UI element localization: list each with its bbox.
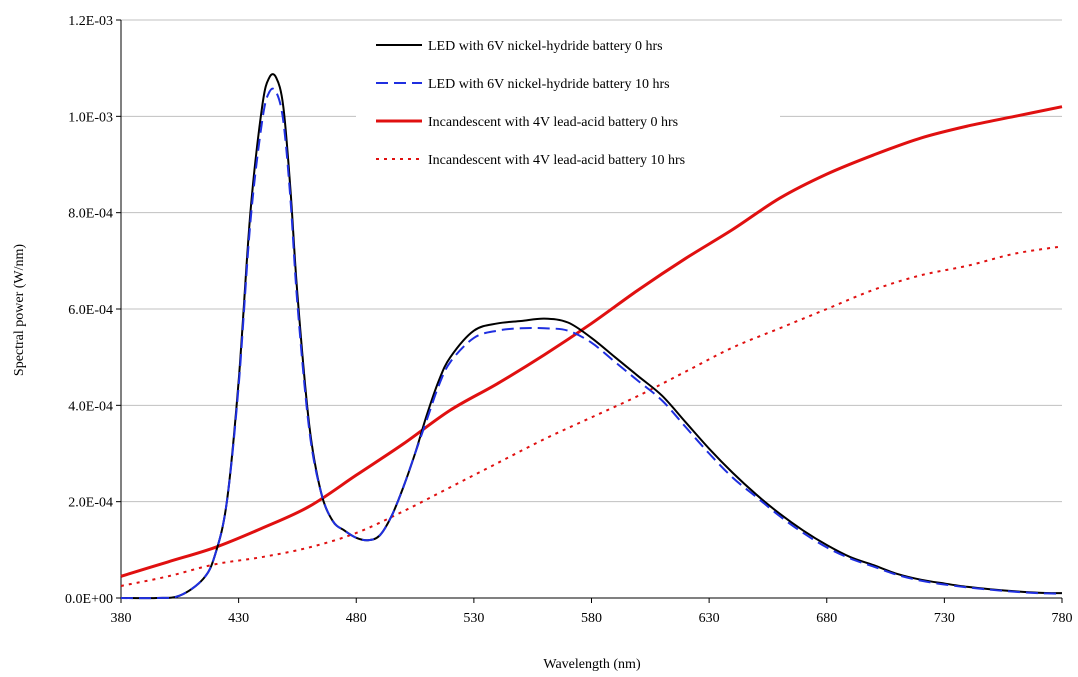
series-line-3 (120, 105, 1063, 578)
x-tick-label: 780 (1052, 611, 1073, 626)
y-tick-label: 8.0E-04 (68, 207, 113, 222)
x-tick-label: 430 (228, 611, 249, 626)
legend: LED with 6V nickel-hydride battery 0 hrs… (356, 28, 780, 180)
x-tick-label: 480 (346, 611, 367, 626)
legend-label-1: LED with 6V nickel-hydride battery 0 hrs (428, 39, 663, 54)
y-tick-label: 2.0E-04 (68, 496, 113, 511)
y-tick-label: 4.0E-04 (68, 399, 113, 414)
x-tick-label: 580 (581, 611, 602, 626)
series-line-1 (120, 73, 1063, 600)
y-tick-label: 6.0E-04 (68, 303, 113, 318)
x-tick-label: 530 (463, 611, 484, 626)
gridlines (121, 19, 1062, 503)
y-axis-title: Spectral power (W/nm) (12, 244, 27, 377)
legend-box (356, 28, 780, 180)
series-line-4 (120, 245, 1063, 587)
y-tick-label: 1.0E-03 (68, 110, 113, 125)
y-tick-label: 0.0E+00 (65, 592, 113, 607)
legend-label-4: Incandescent with 4V lead-acid battery 1… (428, 153, 685, 168)
x-tick-label: 680 (816, 611, 837, 626)
x-tick-label: 380 (111, 611, 132, 626)
y-tick-label: 1.2E-03 (68, 14, 113, 29)
x-tick-label: 630 (699, 611, 720, 626)
data-series (120, 73, 1063, 600)
x-axis-title: Wavelength (nm) (543, 657, 641, 672)
x-tick-label: 730 (934, 611, 955, 626)
series-line-2 (120, 87, 1063, 600)
legend-label-3: Incandescent with 4V lead-acid battery 0… (428, 115, 678, 130)
legend-label-2: LED with 6V nickel-hydride battery 10 hr… (428, 77, 670, 92)
axes: 0.0E+00 2.0E-04 4.0E-04 6.0E-04 8.0E-04 1.0E-… (65, 14, 1072, 626)
